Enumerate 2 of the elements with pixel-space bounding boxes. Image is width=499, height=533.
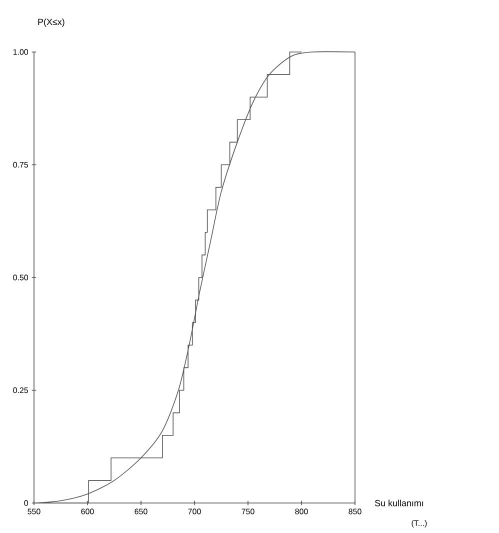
y-axis-title: P(X≤x): [38, 18, 64, 27]
x-axis-title: Su kullanımı: [374, 500, 424, 506]
